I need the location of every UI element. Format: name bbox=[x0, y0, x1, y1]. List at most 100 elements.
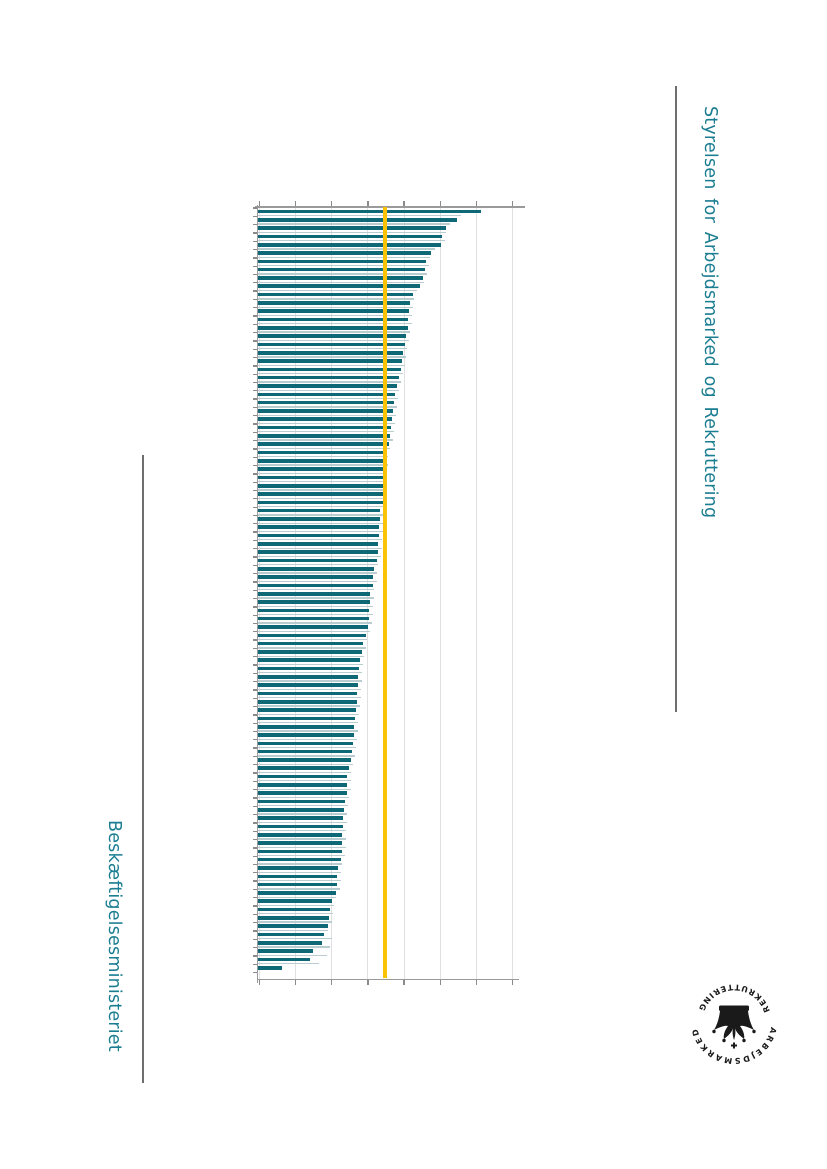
bar-secondary bbox=[257, 738, 357, 740]
bar-secondary bbox=[257, 522, 383, 524]
bar-secondary bbox=[257, 464, 388, 466]
value-tick-right bbox=[258, 980, 261, 985]
bar-secondary bbox=[257, 273, 427, 275]
bar bbox=[257, 475, 383, 480]
category-tick bbox=[253, 872, 257, 874]
bar-secondary bbox=[257, 838, 346, 840]
bar-secondary bbox=[257, 613, 373, 616]
bar-secondary bbox=[257, 323, 412, 325]
bar-secondary bbox=[257, 680, 362, 682]
bar bbox=[257, 799, 345, 804]
category-tick bbox=[253, 273, 257, 276]
category-tick bbox=[253, 838, 257, 841]
category-tick bbox=[253, 248, 257, 251]
bar bbox=[257, 675, 358, 679]
bar-secondary bbox=[257, 796, 349, 799]
bar bbox=[257, 209, 481, 214]
bar-secondary bbox=[257, 281, 424, 283]
bar-secondary bbox=[257, 547, 382, 549]
value-tick-left bbox=[367, 201, 369, 206]
bar bbox=[257, 841, 342, 845]
category-tick bbox=[253, 498, 257, 500]
bar-secondary bbox=[257, 904, 334, 907]
category-tick bbox=[253, 298, 257, 301]
bar-secondary bbox=[257, 248, 435, 250]
category-tick bbox=[253, 232, 257, 234]
bar bbox=[257, 384, 397, 388]
bar bbox=[257, 542, 378, 546]
bar bbox=[257, 276, 423, 280]
bar-secondary bbox=[257, 688, 361, 691]
bar-secondary bbox=[257, 472, 387, 475]
bar bbox=[257, 882, 337, 887]
category-tick bbox=[253, 539, 257, 542]
category-tick bbox=[253, 764, 257, 766]
bar bbox=[257, 932, 324, 937]
value-gridline bbox=[439, 207, 441, 980]
category-tick bbox=[253, 531, 257, 533]
category-tick bbox=[253, 589, 257, 591]
bar-secondary bbox=[257, 414, 396, 416]
bar bbox=[257, 650, 362, 654]
bar-secondary bbox=[257, 231, 446, 234]
bar-secondary bbox=[257, 389, 399, 391]
category-tick bbox=[253, 755, 257, 758]
bar bbox=[257, 251, 431, 255]
bar bbox=[257, 899, 332, 904]
category-tick bbox=[253, 415, 257, 417]
bar bbox=[257, 625, 368, 629]
category-tick bbox=[253, 282, 257, 284]
bar bbox=[257, 267, 425, 272]
category-axis-line bbox=[256, 205, 259, 983]
category-tick bbox=[253, 797, 257, 799]
value-tick-left bbox=[294, 201, 297, 206]
value-tick-right bbox=[331, 980, 333, 985]
category-tick bbox=[253, 930, 257, 932]
bar bbox=[257, 434, 390, 438]
bar-secondary bbox=[257, 813, 347, 815]
category-tick bbox=[253, 647, 257, 650]
category-tick bbox=[253, 381, 257, 384]
bar-secondary bbox=[257, 655, 364, 657]
bar-secondary bbox=[257, 630, 370, 632]
category-tick bbox=[253, 631, 257, 633]
category-tick bbox=[253, 705, 257, 708]
bar-secondary bbox=[257, 713, 359, 715]
bar-secondary bbox=[257, 755, 355, 757]
bar bbox=[257, 525, 379, 530]
bar bbox=[257, 442, 389, 446]
category-tick bbox=[253, 955, 257, 957]
bar bbox=[257, 284, 420, 289]
category-tick bbox=[253, 922, 257, 924]
category-tick bbox=[253, 963, 257, 965]
bar-secondary bbox=[257, 938, 332, 940]
bar bbox=[257, 924, 328, 928]
category-tick bbox=[253, 398, 257, 400]
value-axis-line-left bbox=[255, 206, 525, 208]
bar bbox=[257, 957, 310, 962]
bar bbox=[257, 459, 384, 463]
category-tick bbox=[253, 938, 257, 940]
bar-secondary bbox=[257, 722, 358, 724]
bar bbox=[257, 567, 374, 571]
bar bbox=[257, 691, 357, 696]
category-tick bbox=[253, 365, 257, 367]
bar bbox=[257, 417, 392, 422]
bar-secondary bbox=[257, 223, 450, 225]
category-tick bbox=[253, 971, 257, 974]
value-tick-left bbox=[258, 201, 261, 206]
reference-line bbox=[383, 207, 387, 978]
bar-secondary bbox=[257, 780, 351, 782]
category-tick bbox=[253, 564, 257, 566]
category-tick bbox=[253, 614, 257, 616]
value-tick-right bbox=[475, 980, 478, 985]
bar bbox=[257, 242, 441, 247]
category-tick bbox=[253, 473, 257, 475]
bar-secondary bbox=[257, 863, 342, 865]
bar-secondary bbox=[257, 954, 327, 956]
bar-secondary bbox=[257, 497, 387, 499]
bar bbox=[257, 367, 401, 372]
category-tick bbox=[253, 897, 257, 899]
bar-secondary bbox=[257, 663, 363, 666]
